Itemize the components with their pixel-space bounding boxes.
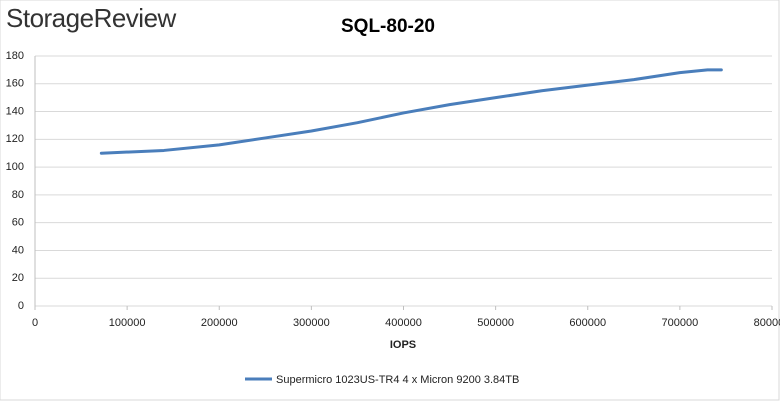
x-tick-label: 100000 — [109, 317, 146, 329]
y-tick-label: 120 — [6, 133, 24, 145]
x-tick-label: 800000 — [754, 317, 780, 329]
data-line — [99, 68, 723, 155]
y-tick-label: 40 — [12, 244, 24, 256]
y-tick-label: 180 — [6, 50, 24, 62]
y-tick-label: 100 — [6, 161, 24, 173]
x-tick-label: 200000 — [201, 317, 238, 329]
y-tick-label: 160 — [6, 78, 24, 90]
brand-logo: StorageReview — [6, 3, 177, 33]
y-tick-label: 60 — [12, 217, 24, 229]
x-tick-label: 500000 — [477, 317, 514, 329]
x-tick-label: 0 — [32, 317, 38, 329]
y-tick-label: 0 — [18, 300, 24, 312]
x-axis-label: IOPS — [390, 339, 416, 351]
y-tick-label: 80 — [12, 189, 24, 201]
y-tick-label: 20 — [12, 272, 24, 284]
x-tick-label: 300000 — [293, 317, 330, 329]
x-tick-label: 600000 — [569, 317, 606, 329]
x-tick-label: 400000 — [385, 317, 422, 329]
y-tick-label: 140 — [6, 105, 24, 117]
legend-label: Supermicro 1023US-TR4 4 x Micron 9200 3.… — [276, 374, 519, 386]
chart-title: SQL-80-20 — [341, 16, 435, 37]
x-tick-label: 700000 — [662, 317, 699, 329]
